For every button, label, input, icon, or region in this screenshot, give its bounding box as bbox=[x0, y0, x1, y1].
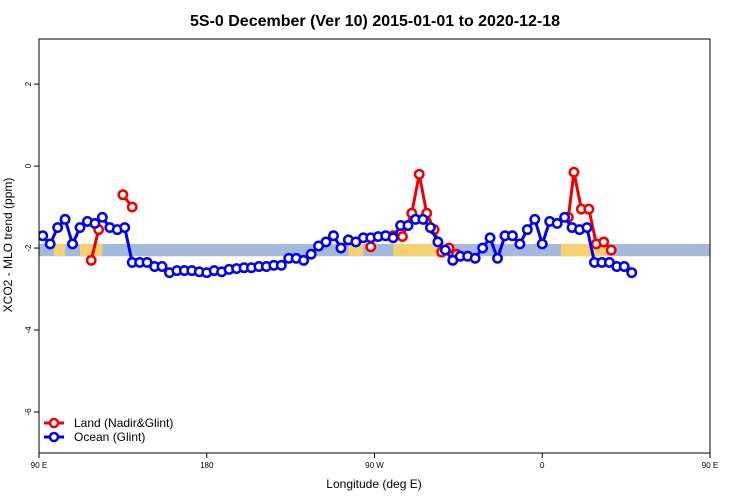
data-point-ocean bbox=[424, 222, 436, 234]
data-point-ocean bbox=[328, 230, 339, 242]
legend-marker-land bbox=[48, 417, 60, 429]
data-point-ocean bbox=[59, 213, 71, 225]
y-tick-label: 0 bbox=[24, 163, 33, 168]
data-point-ocean bbox=[417, 213, 429, 225]
data-point-ocean bbox=[305, 248, 317, 260]
legend-marker-ocean bbox=[48, 431, 60, 443]
data-point-ocean bbox=[514, 238, 526, 250]
x-tick-label: 90 E bbox=[31, 461, 47, 470]
y-tick-label: 2 bbox=[24, 81, 33, 86]
data-point-land bbox=[583, 203, 595, 215]
data-point-land bbox=[117, 189, 129, 201]
data-point-ocean bbox=[74, 222, 86, 234]
data-point-ocean bbox=[52, 222, 64, 234]
x-tick-label: 90 W bbox=[365, 461, 384, 470]
data-point-ocean bbox=[402, 220, 414, 231]
land-segment bbox=[80, 243, 103, 257]
series-layer bbox=[39, 166, 638, 279]
data-point-ocean bbox=[626, 267, 638, 279]
data-point-ocean bbox=[298, 254, 310, 266]
land-segment bbox=[348, 243, 364, 257]
legend-label-land: Land (Nadir&Glint) bbox=[74, 416, 173, 430]
data-point-ocean bbox=[439, 244, 451, 256]
y-tick-label: -2 bbox=[24, 244, 33, 252]
data-point-ocean bbox=[119, 222, 131, 234]
data-point-ocean bbox=[477, 242, 489, 254]
data-point-ocean bbox=[320, 236, 332, 248]
data-point-ocean bbox=[89, 218, 101, 229]
data-point-land bbox=[413, 168, 425, 180]
data-point-ocean bbox=[492, 252, 503, 264]
data-point-land bbox=[605, 244, 617, 256]
land-segment bbox=[53, 243, 66, 257]
data-point-ocean bbox=[506, 230, 518, 242]
data-point-ocean bbox=[96, 211, 108, 223]
legend-label-ocean: Ocean (Glint) bbox=[74, 430, 145, 444]
data-point-land bbox=[568, 166, 580, 178]
y-axis: -6 -4 -2 0 2 bbox=[24, 81, 39, 416]
data-point-ocean bbox=[469, 252, 481, 264]
data-point-land bbox=[598, 236, 610, 248]
series-clip-group bbox=[39, 166, 638, 279]
data-point-ocean bbox=[529, 213, 541, 225]
data-point-ocean bbox=[484, 232, 496, 244]
data-point-ocean bbox=[551, 218, 563, 229]
data-point-land bbox=[126, 201, 138, 213]
y-axis-label: XCO2 - MLO trend (ppm) bbox=[1, 178, 15, 313]
data-point-ocean bbox=[618, 261, 630, 272]
data-point-ocean bbox=[581, 222, 593, 234]
data-point-ocean bbox=[44, 238, 56, 250]
x-tick-label: 0 bbox=[540, 461, 545, 470]
data-point-ocean bbox=[67, 238, 79, 250]
data-point-ocean bbox=[39, 230, 49, 242]
data-point-ocean bbox=[387, 232, 399, 244]
data-point-land bbox=[85, 254, 97, 266]
x-tick-label: 180 bbox=[200, 461, 214, 470]
data-point-land bbox=[365, 241, 377, 253]
y-tick-label: -6 bbox=[24, 408, 33, 416]
legend: Land (Nadir&Glint) Ocean (Glint) bbox=[44, 416, 173, 444]
y-tick-label: -4 bbox=[24, 326, 33, 334]
data-point-ocean bbox=[156, 261, 168, 272]
data-point-ocean bbox=[432, 236, 444, 248]
data-point-ocean bbox=[559, 211, 571, 223]
x-axis: 90 E 180 90 W 0 90 E bbox=[31, 453, 718, 470]
data-point-ocean bbox=[275, 259, 287, 271]
chart-title: 5S-0 December (Ver 10) 2015-01-01 to 202… bbox=[190, 13, 560, 30]
data-point-ocean bbox=[521, 224, 533, 236]
data-point-land bbox=[397, 231, 408, 243]
x-axis-label: Longitude (deg E) bbox=[326, 477, 421, 491]
data-point-ocean bbox=[536, 238, 548, 250]
data-point-ocean bbox=[335, 242, 347, 254]
x-tick-label: 90 E bbox=[702, 461, 718, 470]
